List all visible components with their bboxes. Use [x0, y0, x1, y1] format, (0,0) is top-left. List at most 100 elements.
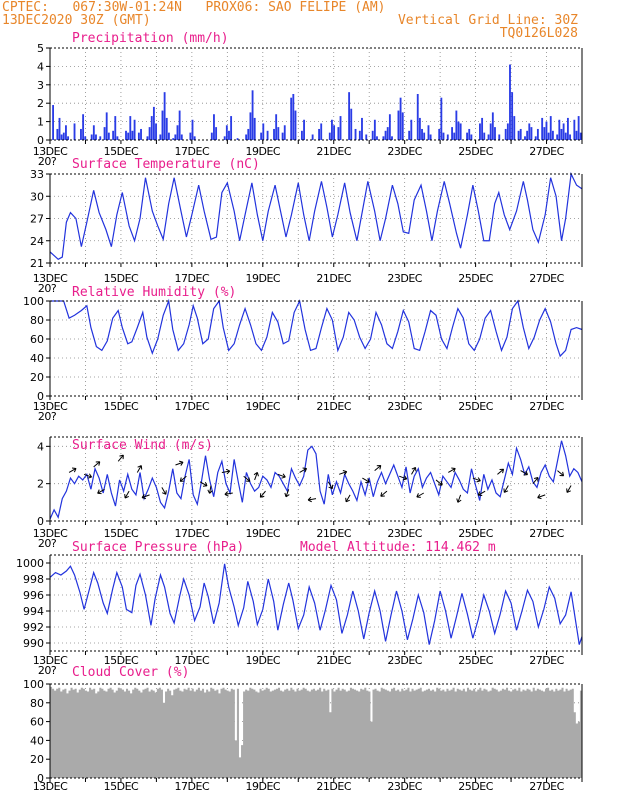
precip-bar [391, 136, 393, 140]
precip-bar [455, 110, 458, 140]
precip-bar [273, 128, 275, 140]
precip-bar [277, 127, 280, 140]
x-tick-label: 23DEC [387, 654, 422, 667]
wind-arrow-icon [327, 481, 334, 490]
precip-bar [112, 130, 115, 140]
y-tick-label: 5 [37, 42, 44, 55]
y-tick-label: 40 [30, 734, 44, 747]
precip-bar [167, 132, 170, 140]
precip-bar [556, 134, 559, 140]
header-date: 13DEC2020 30Z (GMT) [2, 13, 151, 28]
precip-bar [247, 128, 250, 140]
precip-bar [410, 119, 413, 140]
precip-bar [457, 121, 460, 140]
precip-bar [251, 90, 254, 140]
wind-arrow-icon [136, 465, 143, 473]
precip-bar [382, 136, 385, 140]
precip-bar [176, 125, 179, 140]
x-tick-label: 19DEC [245, 400, 280, 413]
precip-bar [172, 138, 175, 140]
precip-bar [129, 116, 132, 140]
wind-arrow-icon [161, 487, 167, 495]
wind-arrow-icon [477, 490, 486, 497]
precip-bar [579, 132, 582, 140]
y-tick-label: 2 [37, 478, 44, 491]
wind-arrow-icon [224, 491, 233, 497]
precip-bar [524, 136, 526, 140]
precip-bar [416, 94, 419, 140]
y-tick-label: 996 [23, 589, 44, 602]
precip-bar [468, 128, 471, 140]
precip-bar [459, 123, 462, 140]
precip-bar [114, 116, 117, 140]
precip-bar [311, 134, 314, 140]
x-tick-label: 25DEC [458, 400, 493, 413]
precip-bar [275, 114, 278, 140]
x-tick-label: 13DEC [33, 654, 68, 667]
precip-bar [401, 112, 404, 140]
precip-bar [213, 114, 215, 140]
precip-bar [95, 134, 97, 140]
wind-arrow-icon [520, 470, 529, 476]
precip-bar [348, 92, 351, 140]
precip-bar [483, 132, 486, 140]
y-tick-label: 80 [30, 697, 44, 710]
wind-arrow-icon [448, 467, 456, 473]
precip-bar [116, 136, 119, 140]
y-tick-label: 20 [30, 753, 44, 766]
precip-bar [446, 134, 449, 140]
precip-bar [438, 128, 441, 140]
precip-bar [388, 114, 391, 140]
x-tick-label: 19DEC [245, 272, 280, 285]
precip-bar [189, 132, 192, 140]
precip-bar [159, 134, 162, 140]
panel-2: 0 20 40 60 80 100 13DEC 15DEC 17DEC 19DEC 21DEC 23D… [23, 285, 583, 423]
x-tick-label: 27DEC [529, 400, 564, 413]
wind-arrow-icon [199, 481, 208, 487]
precip-bar [536, 128, 539, 140]
series-line [49, 563, 583, 645]
precip-bar [92, 125, 95, 140]
precip-bar [180, 134, 183, 140]
x-tick-label: 27DEC [529, 145, 564, 158]
y-tick-label: 40 [30, 352, 44, 365]
x-tick-label: 27DEC [529, 272, 564, 285]
x-tick-label: 19DEC [245, 780, 280, 793]
precip-bar [569, 134, 571, 140]
y-tick-label: 30 [30, 190, 44, 203]
precip-bar [65, 125, 67, 140]
precip-bar [318, 128, 320, 140]
precip-bar [236, 138, 239, 140]
precip-bar [131, 130, 134, 140]
y-tick-label: 990 [23, 637, 44, 650]
x-tick-label: 25DEC [458, 145, 493, 158]
y-tick-label: 998 [23, 573, 44, 586]
precip-bar [466, 132, 469, 140]
y-tick-label: 60 [30, 716, 44, 729]
precip-bar [562, 123, 565, 140]
precip-bar [442, 132, 445, 140]
y-tick-label: 992 [23, 621, 44, 634]
wind-arrow-icon [141, 494, 150, 500]
precip-bar [421, 128, 423, 140]
x-tick-label: 23DEC [387, 400, 422, 413]
x-tick-label: 17DEC [175, 780, 210, 793]
x-tick-label: 17DEC [175, 400, 210, 413]
precip-bar [223, 136, 226, 140]
y-tick-label: 27 [30, 213, 44, 226]
precip-bar [283, 125, 286, 140]
precip-bar [245, 134, 248, 140]
wind-arrow-icon [557, 470, 565, 477]
precip-bar [210, 132, 213, 140]
precip-bar [517, 130, 520, 140]
x-tick-label: 27DEC [529, 780, 564, 793]
x-year-label: 20? [38, 410, 57, 423]
precip-bar [365, 134, 368, 140]
precip-bar [408, 130, 411, 140]
precip-bar [191, 119, 194, 140]
x-tick-label: 13DEC [33, 780, 68, 793]
precip-bar [161, 110, 164, 140]
wind-arrow-icon [97, 488, 105, 495]
precip-bar [230, 116, 233, 140]
precip-bar [551, 130, 554, 140]
